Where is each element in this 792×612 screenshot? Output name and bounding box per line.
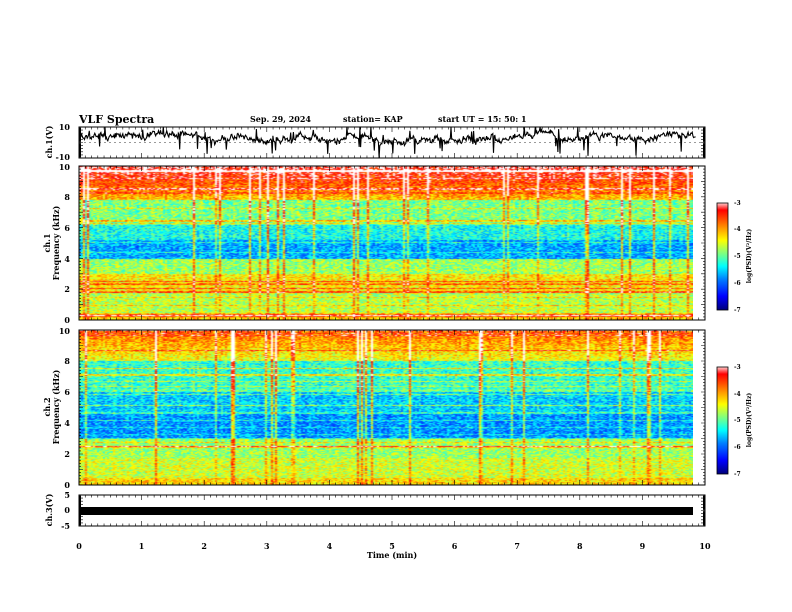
ch3-ytick-bottom: -5: [61, 521, 70, 531]
ch3-ytick-mid: 0: [64, 505, 70, 515]
time-tick-label: 5: [389, 541, 395, 551]
ch1-colorbar-tick-m4: -4: [734, 226, 741, 233]
ch1-ytick-6: 6: [64, 223, 70, 233]
ch1-ytick-2: 2: [64, 284, 70, 294]
time-axis-label: Time (min): [367, 550, 417, 560]
ch3-waveform-panel: 5 0 -5 ch.3(V): [44, 490, 706, 531]
station-label: station= KAP: [343, 114, 403, 124]
time-tick-label: 3: [264, 541, 270, 551]
ch1-spectrogram-ylabel-frequency: Frequency (kHz): [51, 205, 61, 280]
ch2-colorbar-tick-m5: -5: [734, 417, 741, 424]
time-tick-label: 9: [640, 541, 646, 551]
ch2-ytick-8: 8: [64, 356, 70, 366]
ch2-colorbar-tick-m3: -3: [734, 364, 741, 371]
ch2-colorbar-tick-m7: -7: [734, 471, 741, 478]
ch1-ytick-4: 4: [64, 254, 70, 264]
time-tick-label: 8: [577, 541, 583, 551]
ch3-waveform-trace: [79, 507, 693, 515]
time-tick-label: 1: [139, 541, 145, 551]
ch1-colorbar-tick-m6: -6: [734, 280, 741, 287]
ch2-spectrogram-panel: 0 2 4 6 8 10 ch.2 Frequency (kHz) -3 -4 …: [42, 326, 753, 490]
time-tick-label: 10: [699, 541, 711, 551]
time-tick-label: 2: [201, 541, 207, 551]
ch3-waveform-ylabel: ch.3(V): [44, 493, 54, 526]
ch2-spectrogram-yticks: 0 2 4 6 8 10: [59, 326, 71, 490]
start-time-label: start UT = 15: 50: 1: [438, 114, 527, 124]
ch1-ytick-10: 10: [59, 162, 71, 172]
ch1-ytick-top: 10: [59, 122, 71, 132]
ch2-colorbar-tick-m6: -6: [734, 444, 741, 451]
ch1-colorbar-tick-m5: -5: [734, 253, 741, 260]
ch1-waveform-panel: 10 -10 ch.1(V): [44, 122, 706, 162]
time-axis-ticks: 0 1 2 3 4 5 6 7 8 9 10: [76, 541, 711, 551]
time-tick-label: 6: [452, 541, 458, 551]
ch2-ytick-4: 4: [64, 418, 70, 428]
tick-marks: [78, 126, 706, 527]
ch1-colorbar-tick-m3: -3: [734, 200, 741, 207]
ch1-ytick-bottom: -10: [56, 152, 71, 162]
ch2-ytick-10: 10: [59, 326, 71, 336]
ch2-spectrogram-ylabel-frequency: Frequency (kHz): [51, 369, 61, 444]
time-tick-label: 4: [327, 541, 333, 551]
ch1-spectrogram-panel: 0 2 4 6 8 10 ch.1 Frequency (kHz) -3 -4 …: [42, 162, 753, 325]
time-tick-label: 7: [514, 541, 520, 551]
ch1-colorbar-tick-m7: -7: [734, 307, 741, 314]
figure-title: VLF Spectra: [78, 113, 154, 126]
axis-tick-marks: [78, 126, 706, 527]
ch1-spectrogram-ylabel-channel: ch.1: [42, 233, 52, 252]
colorbar-gradient: [717, 203, 728, 310]
ch1-waveform-trace: [78, 126, 696, 159]
ch1-colorbar-label: log(PSD)(V²/Hz): [746, 229, 753, 284]
ch1-spectrogram-yticks: 0 2 4 6 8 10: [59, 162, 71, 325]
ch2-ytick-6: 6: [64, 387, 70, 397]
ch2-colorbar-label: log(PSD)(V²/Hz): [746, 393, 753, 448]
ch2-colorbar-tick-m4: -4: [734, 391, 741, 398]
ch2-spectrogram-ylabel-channel: ch.2: [42, 397, 52, 416]
colorbar-gradient: [717, 367, 728, 474]
ch1-ytick-8: 8: [64, 192, 70, 202]
ch1-colorbar: [716, 202, 729, 311]
ch2-ytick-0: 0: [64, 480, 70, 490]
ch3-ytick-top: 5: [64, 490, 70, 500]
time-tick-label: 0: [76, 541, 82, 551]
ch1-spectrogram-image: [79, 166, 693, 320]
ch2-spectrogram-image: [79, 330, 693, 485]
ch1-waveform-ylabel: ch.1(V): [44, 125, 54, 158]
ch1-ytick-0: 0: [64, 315, 70, 325]
ch2-colorbar: [716, 366, 729, 475]
date-label: Sep. 29, 2024: [250, 114, 311, 124]
ch2-ytick-2: 2: [64, 449, 70, 459]
